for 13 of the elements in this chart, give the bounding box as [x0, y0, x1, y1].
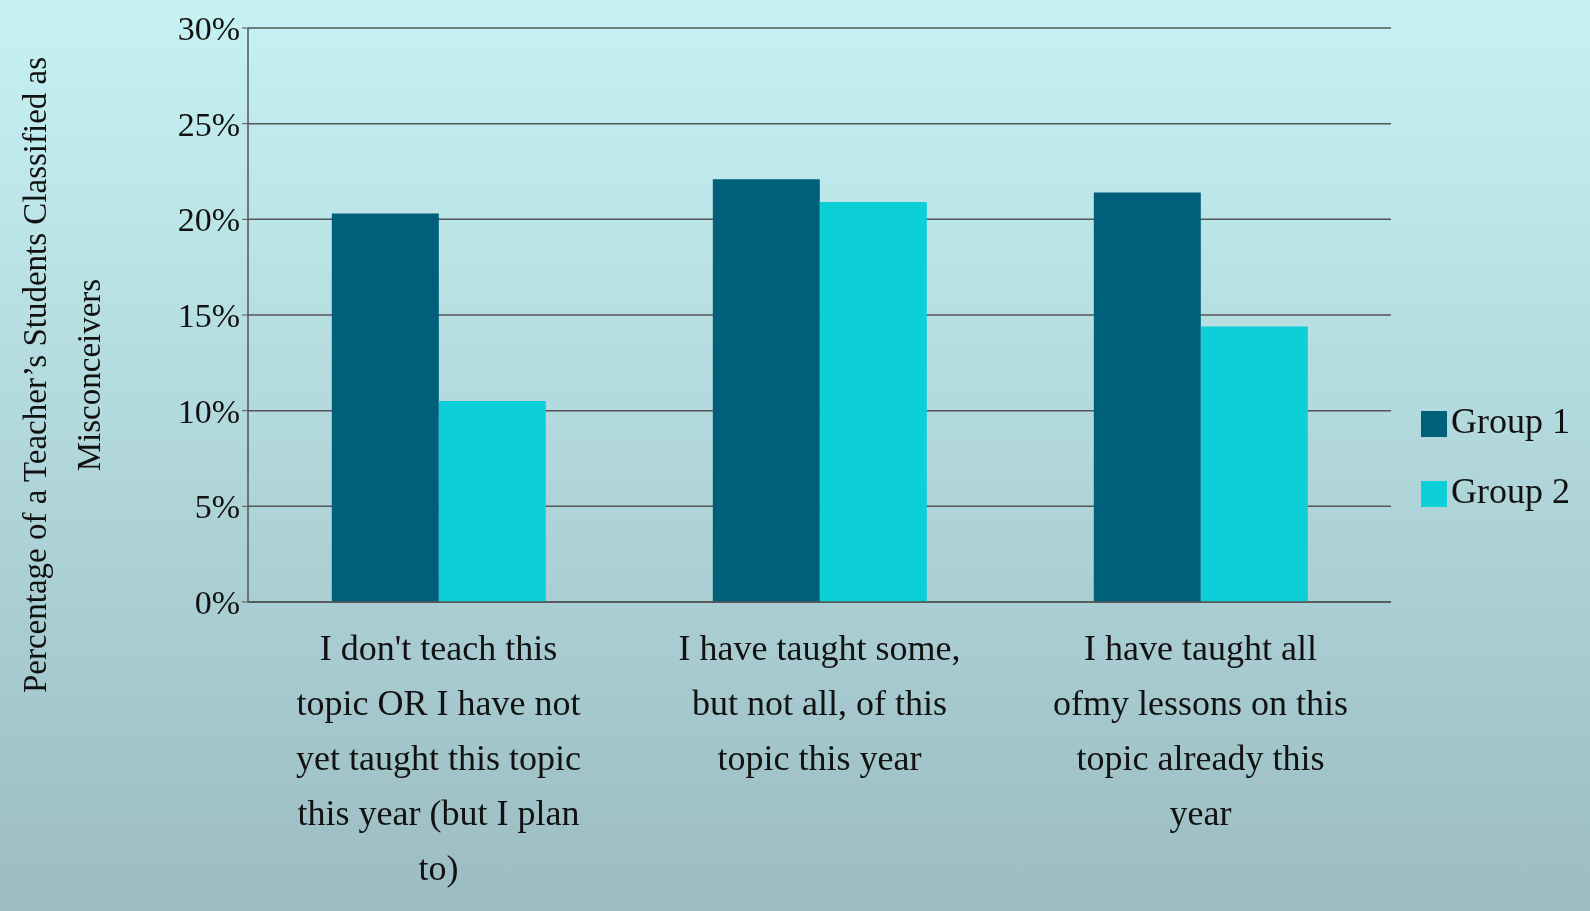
y-tick-label: 0%: [194, 584, 240, 622]
x-tick-label: I have taught all ofmy lessons on this topic already this year: [1052, 628, 1349, 833]
x-tick-label: I don't teach this topic OR I have not yet taught this topic this year (but I plan to): [296, 628, 581, 888]
y-tick-label: 15%: [177, 297, 240, 335]
legend-label: Group 2: [1451, 470, 1570, 511]
y-tick-label: 30%: [177, 10, 240, 48]
y-tick-label: 25%: [177, 105, 240, 143]
y-tick-label: 5%: [194, 488, 240, 526]
x-tick-label: I have taught some, but not all, of this topic this year: [678, 628, 961, 778]
y-tick-label: 20%: [177, 201, 240, 239]
legend-label: Group 1: [1451, 400, 1570, 441]
y-tick-label: 10%: [177, 392, 240, 430]
y-axis-title: Percentage of a Teacher’s Students Classified as Misconceivers: [16, 55, 108, 696]
